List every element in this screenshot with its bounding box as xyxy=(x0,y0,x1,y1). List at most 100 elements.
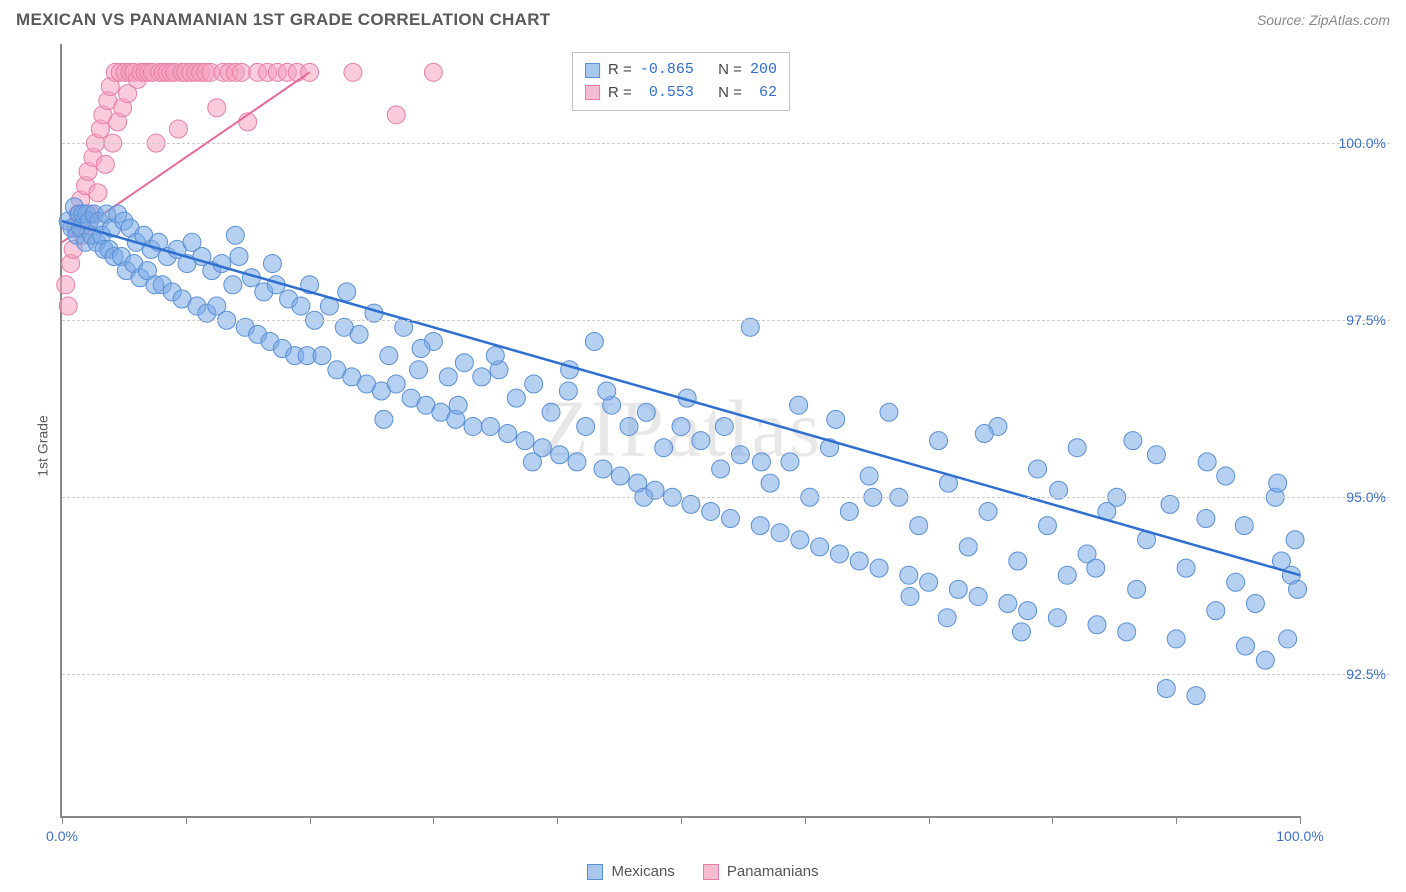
data-point xyxy=(1157,680,1175,698)
data-point xyxy=(1038,517,1056,535)
data-point xyxy=(598,382,616,400)
legend-item-mexicans: Mexicans xyxy=(587,863,674,880)
data-point xyxy=(930,432,948,450)
stat-row: R = 0.553 N = 62 xyxy=(585,82,777,105)
data-point xyxy=(790,396,808,414)
data-point xyxy=(59,297,77,315)
data-point xyxy=(722,510,740,528)
plot-region: ZIPatlas R = -0.865 N = 200 R = 0.553 N … xyxy=(60,44,1300,818)
data-point xyxy=(523,453,541,471)
data-point xyxy=(455,354,473,372)
chart-area: 1st Grade ZIPatlas R = -0.865 N = 200 R … xyxy=(16,44,1390,848)
data-point xyxy=(387,106,405,124)
data-point xyxy=(230,247,248,265)
data-point xyxy=(781,453,799,471)
data-point xyxy=(850,552,868,570)
x-tick xyxy=(1052,816,1053,824)
data-point xyxy=(525,375,543,393)
data-point xyxy=(1019,602,1037,620)
data-point xyxy=(712,460,730,478)
gridline xyxy=(62,497,1390,498)
data-point xyxy=(1177,559,1195,577)
data-point xyxy=(969,587,987,605)
data-point xyxy=(637,403,655,421)
data-point xyxy=(499,425,517,443)
stat-n-value: 62 xyxy=(750,82,777,105)
data-point xyxy=(344,63,362,81)
stat-r-value: 0.553 xyxy=(640,82,694,105)
stat-swatch-icon xyxy=(585,63,600,78)
data-point xyxy=(292,297,310,315)
data-point xyxy=(507,389,525,407)
data-point xyxy=(860,467,878,485)
data-point xyxy=(1147,446,1165,464)
data-point xyxy=(1289,580,1307,598)
header: MEXICAN VS PANAMANIAN 1ST GRADE CORRELAT… xyxy=(0,0,1406,36)
data-point xyxy=(1279,630,1297,648)
data-point xyxy=(1009,552,1027,570)
data-point xyxy=(1269,474,1287,492)
x-tick xyxy=(929,816,930,824)
data-point xyxy=(979,502,997,520)
data-point xyxy=(224,276,242,294)
data-point xyxy=(1048,609,1066,627)
data-point xyxy=(585,332,603,350)
data-point xyxy=(1207,602,1225,620)
data-point xyxy=(830,545,848,563)
data-point xyxy=(169,120,187,138)
x-tick-label: 100.0% xyxy=(1276,828,1323,844)
data-point xyxy=(791,531,809,549)
data-point xyxy=(620,417,638,435)
data-point xyxy=(233,63,251,81)
data-point xyxy=(424,63,442,81)
data-point xyxy=(959,538,977,556)
legend-swatch-icon xyxy=(703,864,719,880)
data-point xyxy=(1198,453,1216,471)
data-point xyxy=(439,368,457,386)
data-point xyxy=(751,517,769,535)
stat-r-value: -0.865 xyxy=(640,59,694,82)
data-point xyxy=(1197,510,1215,528)
data-point xyxy=(213,255,231,273)
data-point xyxy=(771,524,789,542)
data-point xyxy=(1167,630,1185,648)
x-tick xyxy=(805,816,806,824)
data-point xyxy=(57,276,75,294)
data-point xyxy=(551,446,569,464)
data-point xyxy=(1058,566,1076,584)
y-tick-label: 97.5% xyxy=(1346,312,1386,328)
scatter-svg xyxy=(62,44,1300,816)
data-point xyxy=(870,559,888,577)
y-tick-label: 95.0% xyxy=(1346,489,1386,505)
data-point xyxy=(1217,467,1235,485)
data-point xyxy=(880,403,898,421)
data-point xyxy=(516,432,534,450)
stats-legend-box: R = -0.865 N = 200 R = 0.553 N = 62 xyxy=(572,52,790,111)
stat-swatch-icon xyxy=(585,85,600,100)
x-tick xyxy=(433,816,434,824)
data-point xyxy=(811,538,829,556)
series-legend: Mexicans Panamanians xyxy=(0,863,1406,880)
data-point xyxy=(1246,595,1264,613)
data-point xyxy=(1187,687,1205,705)
data-point xyxy=(840,502,858,520)
data-point xyxy=(672,417,690,435)
chart-title: MEXICAN VS PANAMANIAN 1ST GRADE CORRELAT… xyxy=(16,10,550,30)
gridline xyxy=(62,674,1390,675)
data-point xyxy=(731,446,749,464)
data-point xyxy=(594,460,612,478)
data-point xyxy=(375,410,393,428)
data-point xyxy=(1286,531,1304,549)
data-point xyxy=(920,573,938,591)
data-point xyxy=(542,403,560,421)
stat-n-value: 200 xyxy=(750,59,777,82)
trend-line xyxy=(62,221,1300,575)
data-point xyxy=(900,566,918,584)
data-point xyxy=(1124,432,1142,450)
data-point xyxy=(559,382,577,400)
data-point xyxy=(208,99,226,117)
x-tick-label: 0.0% xyxy=(46,828,78,844)
gridline xyxy=(62,143,1390,144)
data-point xyxy=(568,453,586,471)
data-point xyxy=(949,580,967,598)
